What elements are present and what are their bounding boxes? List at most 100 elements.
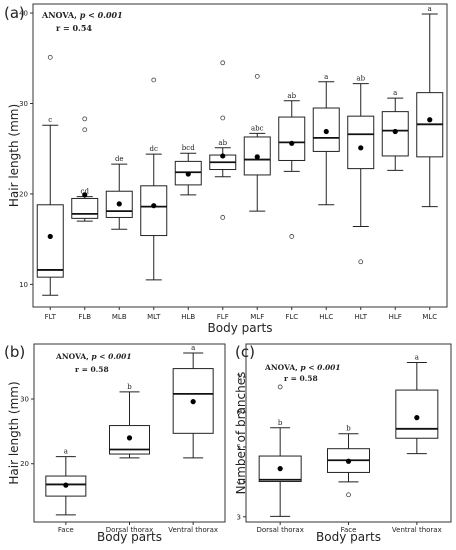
x-tick-label: FLB (78, 313, 91, 321)
mean-point (392, 128, 398, 135)
box-iqr (71, 197, 99, 219)
box-hlc: HLC a (312, 73, 340, 321)
y-tick-label: 30 (20, 396, 29, 404)
box-flt: FLT c (36, 54, 64, 321)
outlier-point (220, 115, 226, 121)
y-tick-label: 10 (19, 281, 28, 289)
mean-point (47, 233, 53, 240)
mean-point (277, 466, 283, 472)
x-tick-label: Ventral thorax (392, 526, 442, 534)
y-tick-label: 4 (237, 478, 242, 486)
box-flb: FLB cd (71, 116, 99, 321)
box-iqr (395, 389, 439, 439)
y-tick-label: 7 (237, 374, 241, 382)
anova-p-value: p < 0.001 (80, 10, 123, 20)
mean-point (345, 458, 352, 464)
y-tick-label: 30 (19, 100, 28, 108)
outlier-point (277, 384, 283, 390)
x-tick-label: MLF (250, 313, 264, 321)
box-hlb: HLB bcd (174, 144, 202, 321)
panel-label: (b) (4, 343, 25, 361)
x-tick-label: Dorsal thorax (106, 526, 153, 534)
box-ventral-thorax: Ventral thorax a (392, 353, 442, 534)
outlier-point (254, 73, 260, 79)
significance-letter: cd (81, 188, 90, 196)
mean-point (63, 482, 69, 488)
plot-frame (32, 3, 448, 308)
anova-p-value: p < 0.001 (300, 363, 340, 372)
x-axis-label: Body parts (97, 530, 162, 544)
outlier-point (289, 234, 295, 239)
x-tick-label: MLT (147, 313, 161, 321)
x-tick-label: MLC (422, 313, 437, 321)
box-ventral-thorax: Ventral thorax a (168, 344, 218, 534)
outlier-point (82, 127, 88, 133)
anova-prefix: ANOVA, (41, 10, 80, 20)
significance-letter: a (191, 344, 195, 352)
x-tick-label: HLC (319, 313, 333, 321)
mean-point (126, 435, 133, 441)
significance-letter: b (278, 419, 283, 427)
box-dorsal-thorax: Dorsal thorax b (106, 383, 153, 534)
mean-point (151, 203, 157, 209)
box-mlb: MLB de (105, 155, 133, 321)
significance-letter: de (115, 155, 124, 163)
significance-letter: bcd (182, 144, 195, 152)
panel-label: (a) (4, 4, 25, 22)
y-axis-label: Hair length (mm) (7, 381, 21, 484)
outlier-point (358, 259, 364, 265)
x-tick-label: HLT (355, 313, 368, 321)
x-axis-label: Body parts (316, 530, 381, 544)
x-tick-label: Dorsal thorax (256, 526, 303, 534)
significance-letter: ab (287, 92, 296, 100)
significance-letter: a (393, 89, 397, 97)
x-axis-label: Body parts (208, 321, 273, 335)
significance-letter: a (324, 73, 328, 81)
outlier-point (47, 54, 53, 60)
mean-point (358, 145, 364, 151)
y-tick-label: 5 (237, 443, 241, 451)
significance-letter: b (346, 425, 351, 433)
box-iqr (347, 115, 375, 170)
panel-label: (c) (235, 343, 255, 361)
x-tick-label: FLF (217, 313, 229, 321)
significance-letter: a (415, 353, 419, 361)
x-tick-label: Ventral thorax (168, 526, 218, 534)
mean-point (190, 399, 196, 405)
panel-a: (a) ANOVA, p < 0.001 r = 0.54 10 20 30 40 Body … (4, 3, 448, 335)
mean-point (414, 415, 420, 421)
significance-letter: a (428, 5, 432, 13)
x-tick-label: FLC (285, 313, 298, 321)
box-hlt: HLT ab (347, 75, 375, 321)
box-mlf: MLF abc (243, 73, 271, 321)
y-axis-label: Hair length (mm) (7, 104, 21, 207)
anova-p-value: p < 0.001 (91, 352, 131, 361)
anova-annotation: ANOVA, p < 0.001 (41, 10, 123, 20)
significance-letter: b (127, 383, 132, 391)
mean-point (220, 153, 226, 159)
mean-point (289, 140, 295, 146)
r-annotation: r = 0.58 (75, 365, 109, 374)
r-annotation: r = 0.54 (56, 23, 92, 33)
y-tick-label: 3 (237, 513, 241, 521)
significance-letter: c (48, 116, 52, 124)
box-hlf: HLF a (381, 89, 409, 321)
box-iqr (140, 185, 168, 237)
anova-prefix: ANOVA, (264, 363, 300, 372)
outlier-point (82, 116, 88, 122)
box-iqr (278, 116, 306, 161)
mean-point (82, 192, 88, 198)
mean-point (323, 128, 329, 135)
anova-annotation: ANOVA, p < 0.001 (264, 363, 341, 372)
significance-letter: abc (251, 124, 264, 132)
significance-letter: ab (356, 75, 365, 83)
outlier-point (220, 215, 226, 220)
mean-point (116, 201, 122, 207)
panel-b: (b) ANOVA, p < 0.001 r = 0.58 20 30 Body part… (4, 343, 226, 544)
box-flf: FLF ab (209, 60, 237, 321)
significance-letter: dc (150, 145, 158, 153)
mean-point (427, 117, 433, 123)
anova-prefix: ANOVA, (55, 352, 91, 361)
outlier-point (346, 492, 351, 498)
